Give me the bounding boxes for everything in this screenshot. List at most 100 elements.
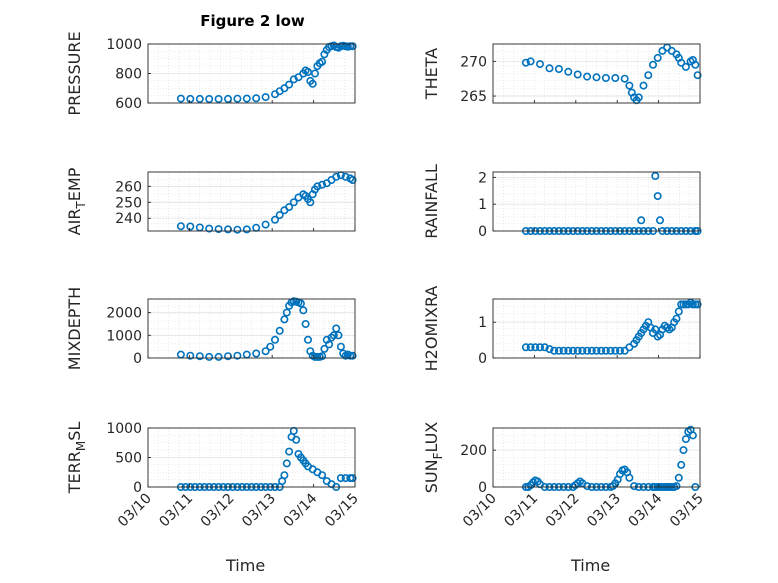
data-point: [261, 93, 270, 102]
data-point: [693, 300, 702, 309]
y-tick-label: 0: [478, 351, 487, 367]
data-point: [285, 447, 294, 456]
data-point: [299, 306, 308, 315]
data-point: [186, 222, 195, 231]
y-tick-label: 0: [133, 351, 142, 367]
data-point: [625, 473, 634, 482]
x-tick-label: 03/12: [543, 491, 583, 531]
y-tick-label: 600: [115, 96, 142, 112]
data-point: [242, 225, 251, 234]
data-point: [336, 342, 345, 351]
data-point: [592, 346, 601, 355]
y-axis-label: MIXDEPTH: [65, 287, 84, 370]
y-tick-label: 0: [478, 224, 487, 240]
axes-box: [492, 43, 701, 104]
data-point: [568, 346, 577, 355]
data-point: [681, 62, 690, 71]
subplot-rainfall: 0 1 2 RAINFALL: [422, 164, 702, 240]
figure-title: Figure 2 low: [200, 12, 305, 30]
data-point: [261, 220, 270, 229]
y-tick-label: 1000: [106, 37, 142, 53]
axes-box: [147, 298, 356, 359]
data-point: [601, 74, 610, 83]
y-tick-label: 1: [478, 197, 487, 213]
data-point: [261, 347, 270, 356]
data-point: [545, 64, 554, 73]
data-point: [205, 224, 214, 233]
y-tick-label: 240: [115, 211, 142, 227]
data-point: [653, 192, 662, 201]
data-point: [688, 431, 697, 440]
data-point: [336, 474, 345, 483]
data-point: [275, 211, 284, 220]
y-tick-label: 500: [115, 451, 142, 467]
y-tick-label: 0: [133, 480, 142, 496]
data-point: [233, 225, 242, 234]
data-point: [301, 319, 310, 328]
data-point: [540, 343, 549, 352]
data-point: [332, 324, 341, 333]
data-point: [648, 60, 657, 69]
data-point: [296, 299, 305, 308]
data-point: [303, 68, 312, 77]
data-point: [583, 346, 592, 355]
subplot-mixdepth: 0 1000 2000 MIXDEPTH: [65, 287, 357, 370]
data-point: [285, 80, 294, 89]
x-tick-label: 03/10: [460, 491, 500, 531]
data-point: [325, 340, 334, 349]
data-point: [285, 203, 294, 212]
data-point: [318, 180, 327, 189]
data-point: [233, 94, 242, 103]
x-tick-label: 03/12: [198, 491, 238, 531]
data-point: [672, 314, 681, 323]
data-point: [653, 53, 662, 62]
y-tick-label: 1000: [106, 328, 142, 344]
data-point: [606, 346, 615, 355]
data-point: [639, 81, 648, 90]
data-point: [554, 346, 563, 355]
x-tick-label: 03/13: [584, 491, 624, 531]
data-point: [587, 346, 596, 355]
data-point: [637, 216, 646, 225]
data-point: [655, 216, 664, 225]
data-point: [625, 81, 634, 90]
subplot-theta: 265 270 THETA: [422, 43, 702, 105]
data-point: [320, 344, 329, 353]
axes-box: [492, 427, 701, 488]
axes-box: [492, 298, 701, 359]
x-tick-label: 03/13: [239, 491, 279, 531]
plot-area: [493, 428, 700, 487]
y-tick-label: 1000: [106, 421, 142, 437]
plot-area: [493, 172, 700, 231]
data-point: [573, 70, 582, 79]
y-axis-label: AIRTEMP: [65, 167, 88, 235]
data-point: [280, 315, 289, 324]
data-point: [526, 343, 535, 352]
y-axis-label: RAINFALL: [422, 164, 441, 239]
y-tick-label: 270: [460, 54, 487, 70]
data-point: [329, 331, 338, 340]
axes-box: [492, 171, 701, 232]
data-point: [176, 94, 185, 103]
x-tick-label: 03/10: [115, 491, 155, 531]
data-point: [583, 482, 592, 491]
data-point: [348, 474, 357, 483]
data-point: [252, 94, 261, 103]
data-point: [611, 346, 620, 355]
data-point: [634, 93, 643, 102]
x-tick-label: 03/11: [156, 491, 196, 531]
y-tick-label: 2: [478, 170, 487, 186]
y-axis-label: TERRMSL: [65, 422, 88, 495]
data-point: [270, 335, 279, 344]
axes-box: [147, 171, 356, 232]
data-point: [318, 471, 327, 480]
data-point: [535, 60, 544, 69]
data-point: [205, 352, 214, 361]
y-axis-label: SUNFLUX: [422, 422, 445, 494]
data-point: [334, 331, 343, 340]
y-tick-label: 800: [115, 67, 142, 83]
data-point: [282, 308, 291, 317]
subplot-sun-flux: 0 200 03/10 03/11 03/12 03/13 03/14 03/15 SUNFLU…: [422, 422, 707, 531]
data-point: [583, 72, 592, 81]
data-point: [559, 346, 568, 355]
